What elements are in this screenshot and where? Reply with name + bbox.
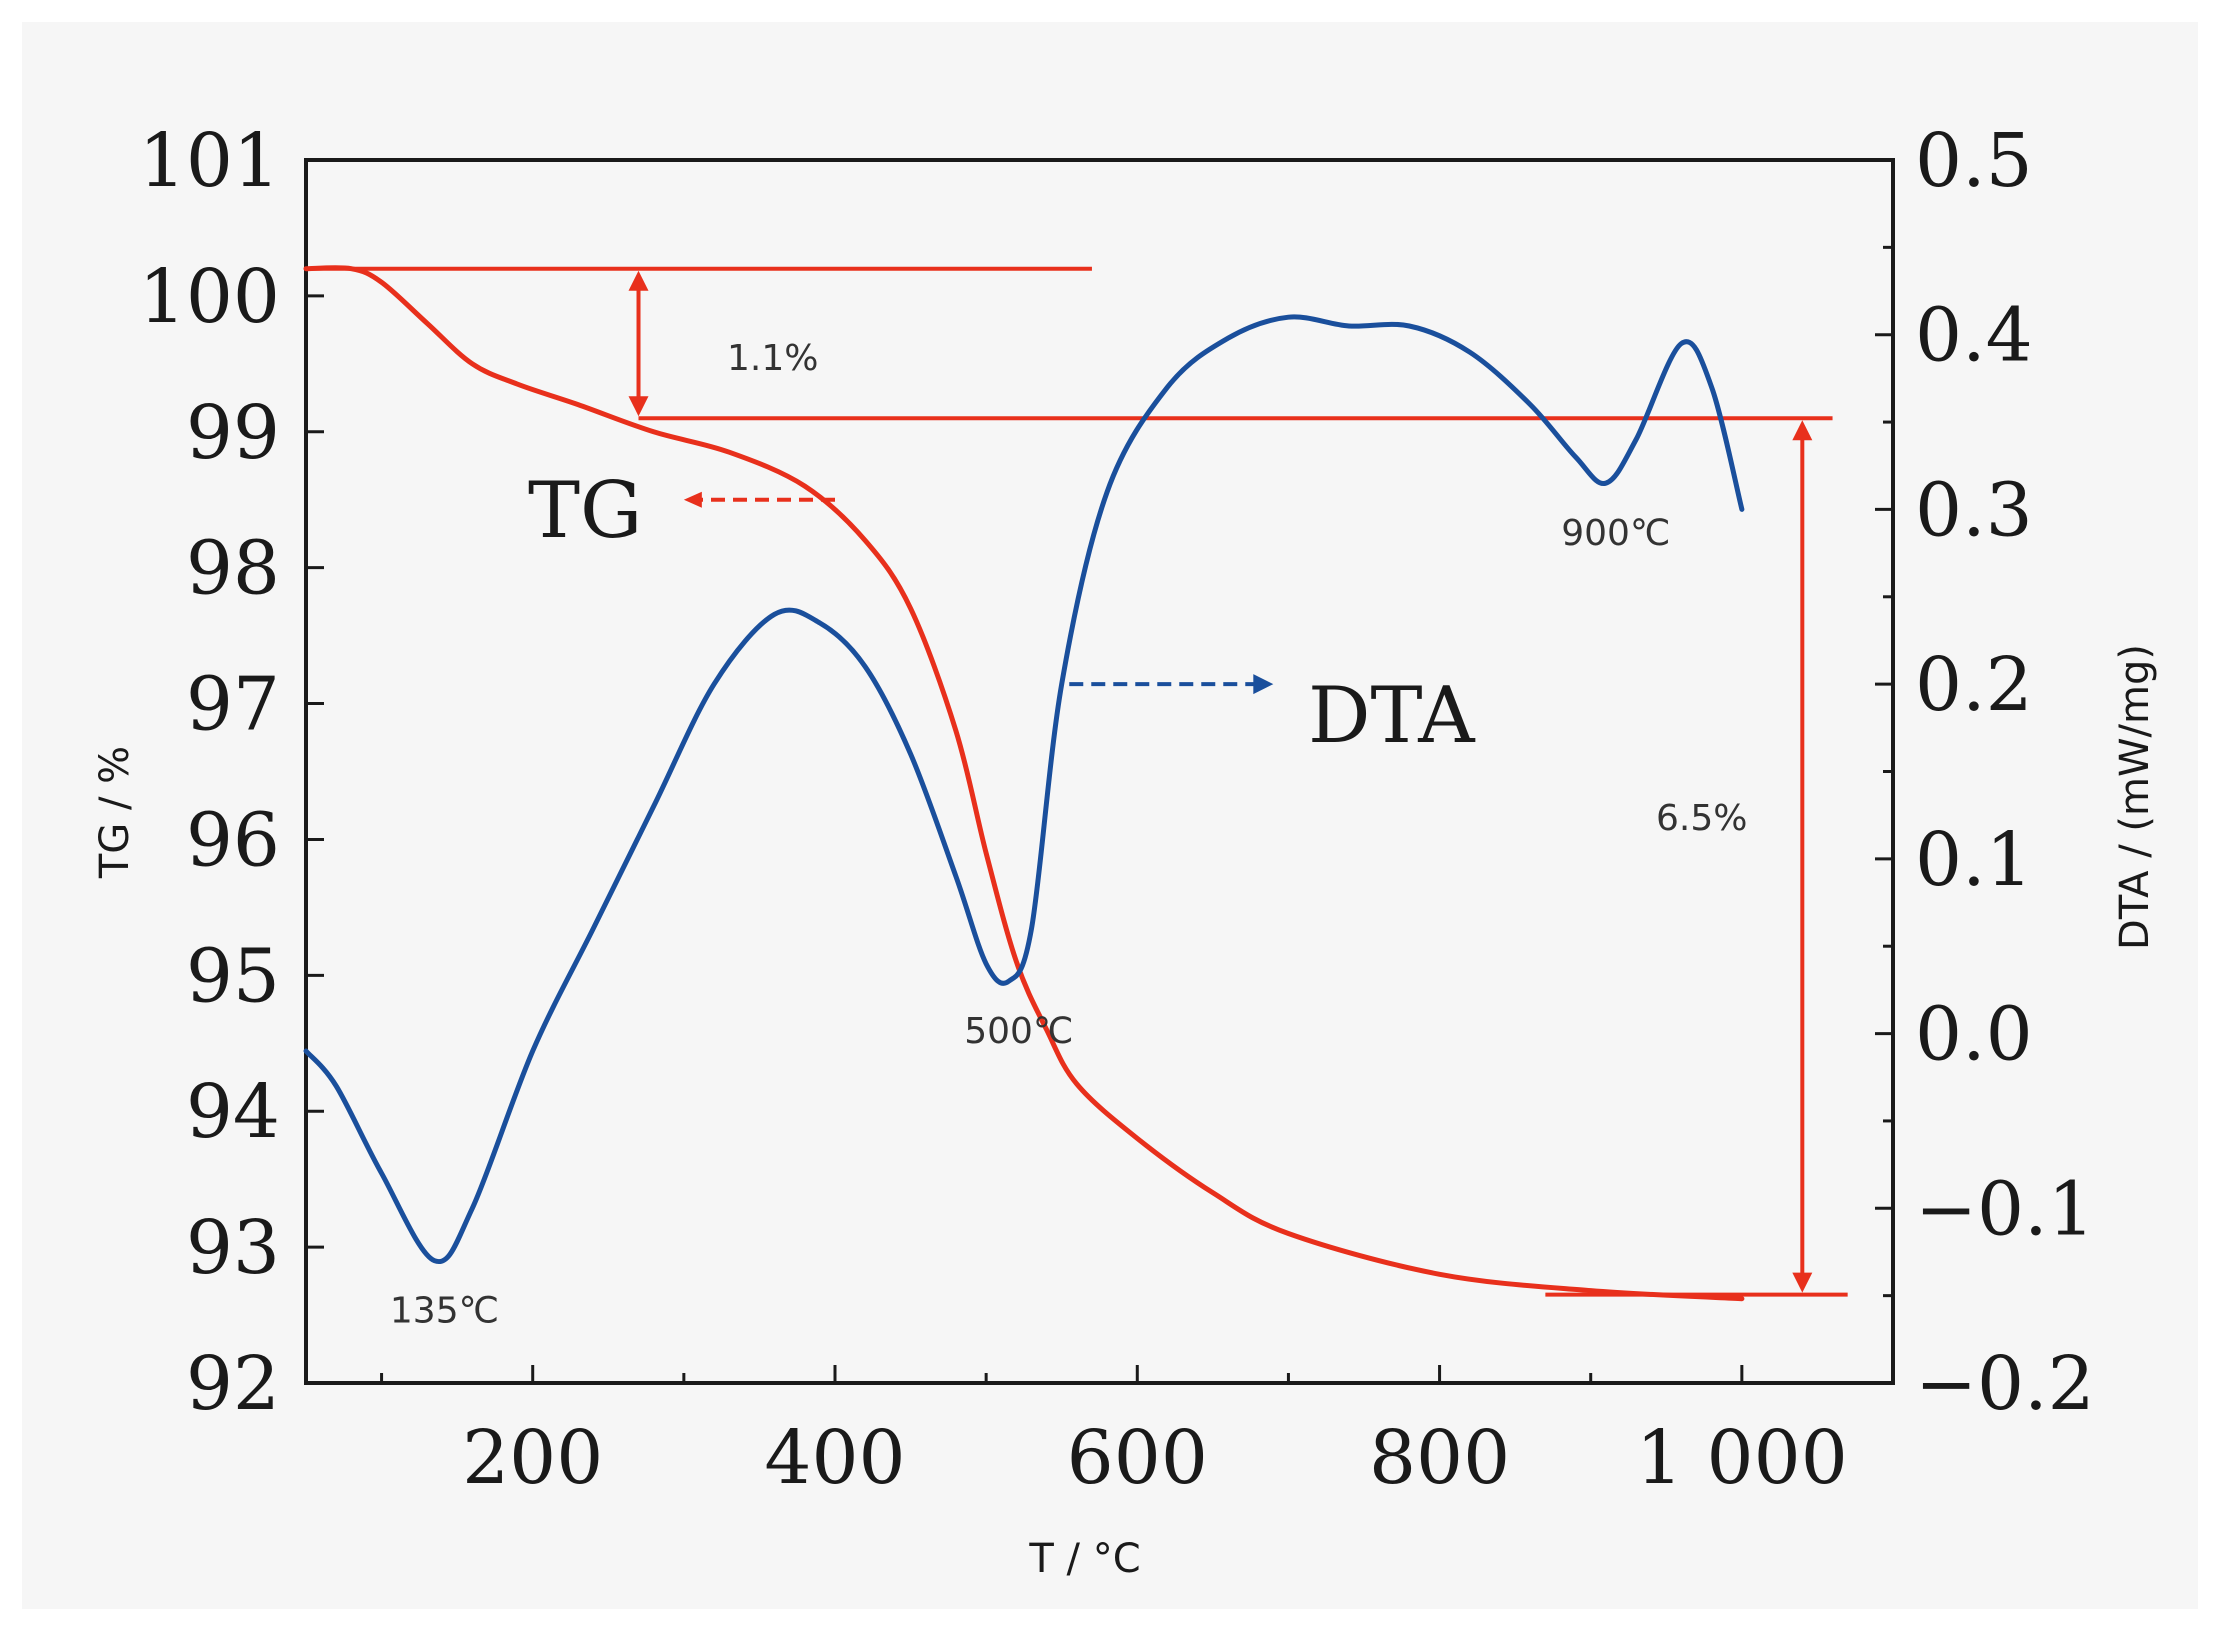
tg-step1-arrow-head-up bbox=[628, 270, 649, 291]
tg-reference-lines bbox=[306, 266, 1848, 1297]
peak-900-label: 900℃ bbox=[1561, 513, 1670, 554]
y-left-tick-label: 95 bbox=[186, 933, 280, 1019]
x-axis-title: T / °C bbox=[1028, 1536, 1140, 1582]
y-right-axis-title: DTA / (mW/mg) bbox=[2112, 644, 2158, 950]
peak-135-label: 135℃ bbox=[390, 1291, 499, 1332]
y-left-axis-title: TG / % bbox=[92, 746, 138, 879]
dta-curve bbox=[303, 314, 1745, 1265]
x-tick-label: 800 bbox=[1369, 1415, 1510, 1501]
tg-step2-label: 6.5% bbox=[1656, 798, 1747, 839]
y-right-tick-label: 0.5 bbox=[1915, 118, 2033, 204]
annotations bbox=[683, 491, 1274, 695]
y-right-tick-label: 0.3 bbox=[1915, 467, 2033, 553]
y-left-tick-label: 100 bbox=[139, 254, 280, 340]
x-tick-label: 400 bbox=[764, 1415, 905, 1501]
x-tick-label: 200 bbox=[462, 1415, 603, 1501]
dta-pointer-arrowhead bbox=[1253, 674, 1274, 695]
tg-step1-label: 1.1% bbox=[727, 338, 818, 379]
y-right-tick-label: 0.1 bbox=[1915, 817, 2033, 903]
y-left-tick-label: 96 bbox=[186, 797, 280, 883]
y-right-tick-label: 0.2 bbox=[1915, 642, 2033, 728]
y-left-tick-label: 93 bbox=[186, 1205, 280, 1291]
tg-step2-arrow-head-up bbox=[1792, 420, 1813, 441]
plot-frame bbox=[304, 158, 1895, 1385]
y-right-tick-label: 0.4 bbox=[1915, 293, 2033, 379]
tg-curve bbox=[303, 265, 1745, 1302]
x-tick-label: 1 000 bbox=[1636, 1415, 1848, 1501]
y-right-tick-label: 0.0 bbox=[1915, 992, 2033, 1078]
peak-500-label: 500℃ bbox=[964, 1011, 1073, 1052]
y-left-tick-label: 101 bbox=[139, 118, 280, 204]
y-right-tick-label: −0.1 bbox=[1915, 1166, 2095, 1252]
y-left-tick-label: 97 bbox=[186, 662, 280, 748]
y-left-tick-label: 99 bbox=[186, 390, 280, 476]
tg-pointer-arrowhead bbox=[683, 491, 702, 508]
tg-step1-arrow-head-down bbox=[628, 396, 649, 417]
axis-ticks: 200 400 600 800 1 000 92 93 94 95 96 97 98 99 100 101 −… bbox=[139, 118, 2095, 1501]
y-right-tick-label: −0.2 bbox=[1915, 1341, 2095, 1427]
data-series bbox=[303, 265, 1745, 1302]
y-left-tick-label: 98 bbox=[186, 526, 280, 612]
plot-border bbox=[304, 158, 1895, 1385]
tg-step2-arrow-head-down bbox=[1792, 1272, 1813, 1293]
dta-series-label: DTA bbox=[1308, 671, 1476, 761]
y-left-tick-label: 94 bbox=[186, 1069, 280, 1155]
x-tick-label: 600 bbox=[1067, 1415, 1208, 1501]
tg-series-label: TG bbox=[528, 466, 642, 556]
y-left-tick-label: 92 bbox=[186, 1341, 280, 1427]
